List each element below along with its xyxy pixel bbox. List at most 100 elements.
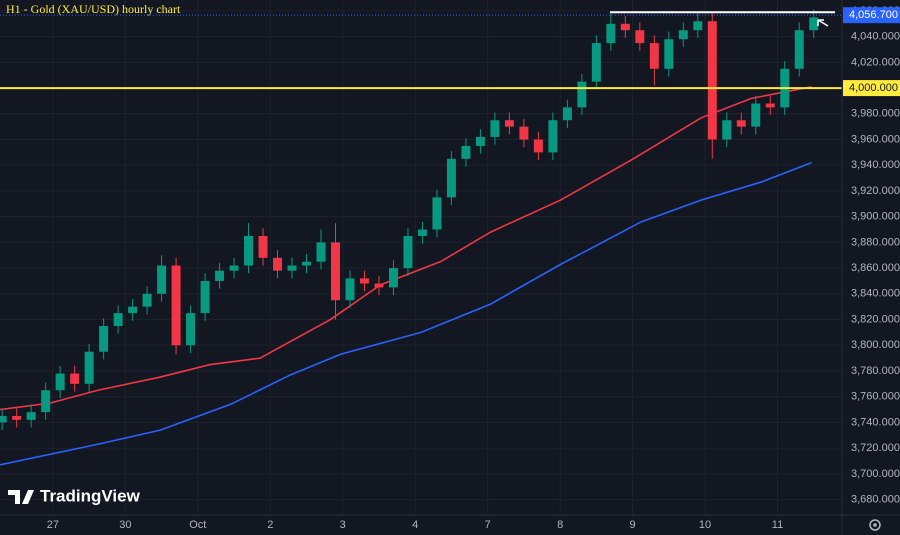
y-tick-label: 3,940.000 [851, 159, 900, 171]
candle-body [316, 242, 326, 262]
candle-body [99, 325, 109, 352]
candle-body [533, 139, 543, 153]
last-price-label: 4,056.700 [849, 9, 898, 21]
moving-average [0, 161, 812, 466]
brand-name: TradingView [40, 486, 141, 505]
candle-body [678, 30, 688, 40]
y-tick-label: 3,960.000 [851, 133, 900, 145]
candle-body [229, 265, 239, 271]
level-label: 4,000.000 [849, 82, 898, 94]
candle-body [664, 39, 674, 69]
candle-body [70, 373, 80, 384]
y-tick-label: 3,900.000 [851, 211, 900, 223]
candle-body [12, 415, 22, 420]
settings-icon[interactable] [869, 519, 881, 531]
candle-body [171, 265, 181, 346]
x-tick-label: 30 [119, 519, 131, 531]
y-tick-label: 3,700.000 [851, 468, 900, 480]
candle-body [142, 293, 152, 307]
y-tick-label: 3,860.000 [851, 262, 900, 274]
candle-body [331, 242, 340, 301]
cursor-arrow [817, 19, 829, 27]
y-tick-label: 3,740.000 [851, 416, 900, 428]
candle-body [417, 229, 427, 236]
x-tick-label: 8 [557, 519, 563, 531]
gear[interactable] [869, 519, 881, 531]
candle-body [461, 145, 471, 159]
candle-body [591, 43, 601, 82]
candle-body [26, 412, 36, 420]
candle-body [273, 257, 283, 271]
candle-body [490, 120, 500, 137]
y-tick-label: 4,040.000 [851, 31, 900, 43]
x-tick-label: 3 [340, 519, 346, 531]
axes: 3,680.000 3,700.000 3,720.000 3,740.000 3,76… [47, 5, 900, 531]
y-tick-label: 3,800.000 [851, 339, 900, 351]
candle-body [403, 235, 413, 269]
grid [0, 0, 842, 515]
candle-body [562, 107, 572, 121]
candle-body [84, 351, 94, 384]
candle-body [809, 17, 819, 31]
candle-body [432, 197, 442, 230]
y-tick-label: 3,880.000 [851, 236, 900, 248]
candle-body [620, 23, 630, 31]
x-tick-label: Oct [189, 519, 206, 531]
candle-body [0, 415, 7, 423]
candle-body [765, 103, 775, 108]
y-tick-label: 3,820.000 [851, 313, 900, 325]
candle-body [736, 120, 746, 127]
candle-body [606, 23, 616, 44]
chart-title: H1 - Gold (XAU/USD) hourly chart [6, 2, 181, 16]
y-tick-label: 3,920.000 [851, 185, 900, 197]
y-tick-label: 3,680.000 [851, 493, 900, 505]
y-tick-label: 4,020.000 [851, 56, 900, 68]
candle-body [215, 270, 225, 281]
y-tick-label: 3,780.000 [851, 365, 900, 377]
x-tick-label: 9 [630, 519, 636, 531]
candle-body [635, 30, 645, 44]
candle-body [649, 43, 659, 69]
y-tick-label: 3,720.000 [851, 442, 900, 454]
gear-center[interactable] [873, 523, 877, 527]
y-tick-label: 3,840.000 [851, 288, 900, 300]
candle-body [41, 390, 51, 413]
y-tick-label: 3,980.000 [851, 108, 900, 120]
candle-body [388, 268, 398, 288]
candle-body [359, 278, 369, 284]
candle-body [475, 136, 485, 146]
candle-body [258, 235, 268, 258]
candle-body [287, 265, 297, 271]
x-tick-label: 4 [412, 519, 418, 531]
candle-body [504, 120, 514, 127]
candle-body [200, 280, 210, 314]
candle-body [577, 81, 587, 108]
candle-body [794, 30, 804, 69]
x-tick-label: 7 [485, 519, 491, 531]
x-tick-label: 10 [699, 519, 711, 531]
candle-body [446, 158, 456, 198]
candle-body [707, 21, 717, 140]
candle-body [374, 283, 384, 288]
candle-body [186, 313, 196, 346]
candle-body [722, 120, 732, 140]
candle-body [157, 265, 167, 294]
candle-body [128, 306, 138, 314]
level-label-box [843, 80, 900, 97]
brand-logo: TradingView [8, 486, 141, 505]
candle-body [345, 278, 355, 301]
candle-body [519, 126, 529, 140]
candle-body [693, 21, 703, 31]
brand-icon [8, 490, 34, 504]
candle-body [244, 235, 254, 266]
x-tick-label: 27 [47, 519, 59, 531]
last-price-box [843, 7, 900, 24]
candle-body [55, 373, 65, 391]
x-tick-label: 2 [267, 519, 273, 531]
candle-body [113, 313, 123, 326]
x-tick-label: 11 [772, 519, 783, 531]
candle-body [302, 261, 312, 266]
